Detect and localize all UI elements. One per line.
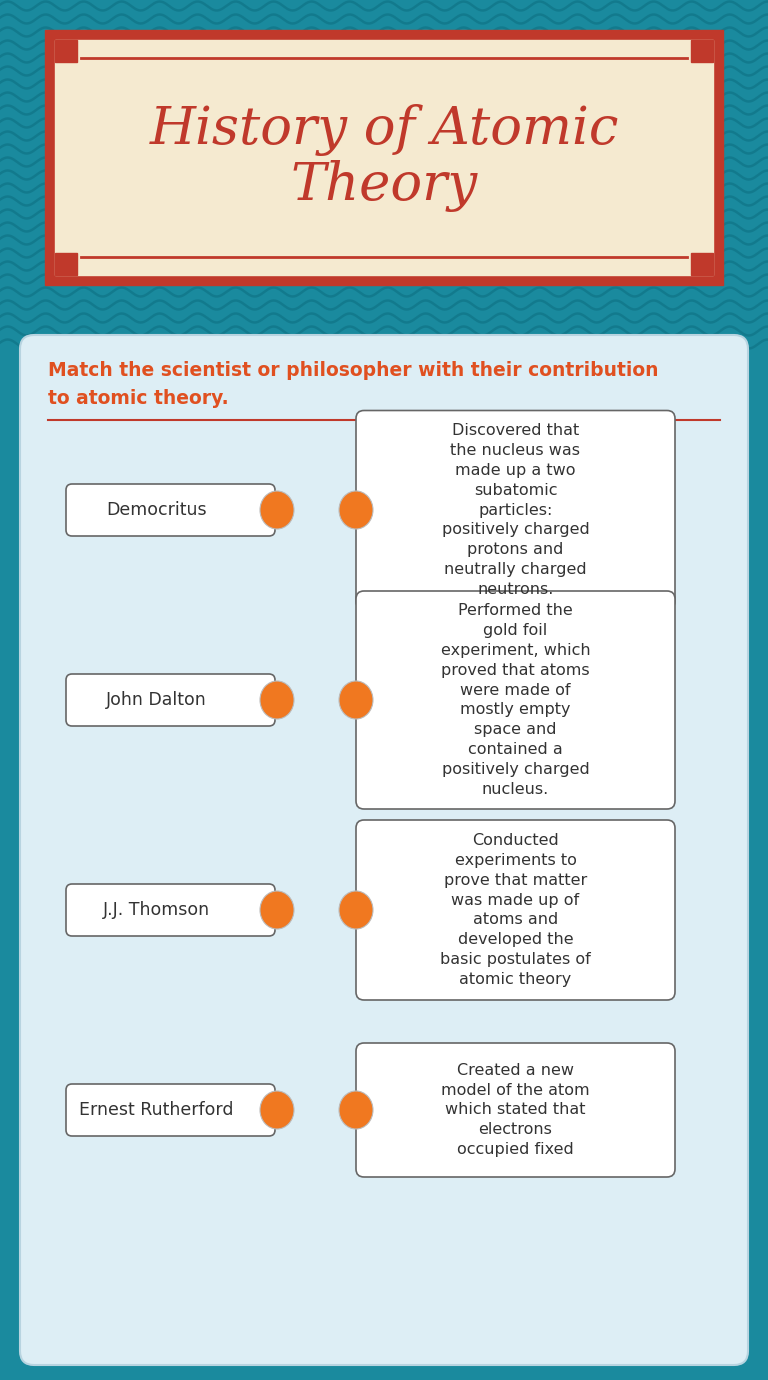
Bar bbox=[691, 253, 713, 275]
Text: Performed the
gold foil
experiment, which
proved that atoms
were made of
mostly : Performed the gold foil experiment, whic… bbox=[441, 603, 591, 796]
Bar bbox=[55, 253, 77, 275]
Text: Conducted
experiments to
prove that matter
was made up of
atoms and
developed th: Conducted experiments to prove that matt… bbox=[440, 834, 591, 987]
Ellipse shape bbox=[260, 680, 294, 719]
Ellipse shape bbox=[339, 680, 373, 719]
FancyBboxPatch shape bbox=[356, 1043, 675, 1177]
FancyBboxPatch shape bbox=[66, 673, 275, 726]
Text: John Dalton: John Dalton bbox=[106, 691, 207, 709]
Text: Created a new
model of the atom
which stated that
electrons
occupied fixed: Created a new model of the atom which st… bbox=[441, 1063, 590, 1156]
Bar bbox=[55, 40, 713, 275]
FancyBboxPatch shape bbox=[356, 820, 675, 1000]
FancyBboxPatch shape bbox=[356, 410, 675, 610]
FancyBboxPatch shape bbox=[356, 591, 675, 809]
Text: Discovered that
the nucleus was
made up a two
subatomic
particles:
positively ch: Discovered that the nucleus was made up … bbox=[442, 424, 589, 596]
Bar bbox=[55, 40, 77, 62]
Ellipse shape bbox=[339, 891, 373, 929]
Text: Democritus: Democritus bbox=[106, 501, 207, 519]
FancyBboxPatch shape bbox=[66, 1085, 275, 1136]
FancyBboxPatch shape bbox=[66, 484, 275, 535]
Bar bbox=[45, 30, 723, 286]
Text: to atomic theory.: to atomic theory. bbox=[48, 389, 229, 407]
Text: History of Atomic: History of Atomic bbox=[149, 104, 619, 156]
Ellipse shape bbox=[260, 491, 294, 529]
Ellipse shape bbox=[339, 491, 373, 529]
Bar bbox=[691, 40, 713, 62]
Ellipse shape bbox=[260, 891, 294, 929]
Text: J.J. Thomson: J.J. Thomson bbox=[103, 901, 210, 919]
Ellipse shape bbox=[260, 1092, 294, 1129]
Ellipse shape bbox=[339, 1092, 373, 1129]
Text: Match the scientist or philosopher with their contribution: Match the scientist or philosopher with … bbox=[48, 360, 658, 380]
FancyBboxPatch shape bbox=[66, 885, 275, 936]
FancyBboxPatch shape bbox=[20, 335, 748, 1365]
Text: Theory: Theory bbox=[290, 160, 478, 211]
Text: Ernest Rutherford: Ernest Rutherford bbox=[79, 1101, 233, 1119]
